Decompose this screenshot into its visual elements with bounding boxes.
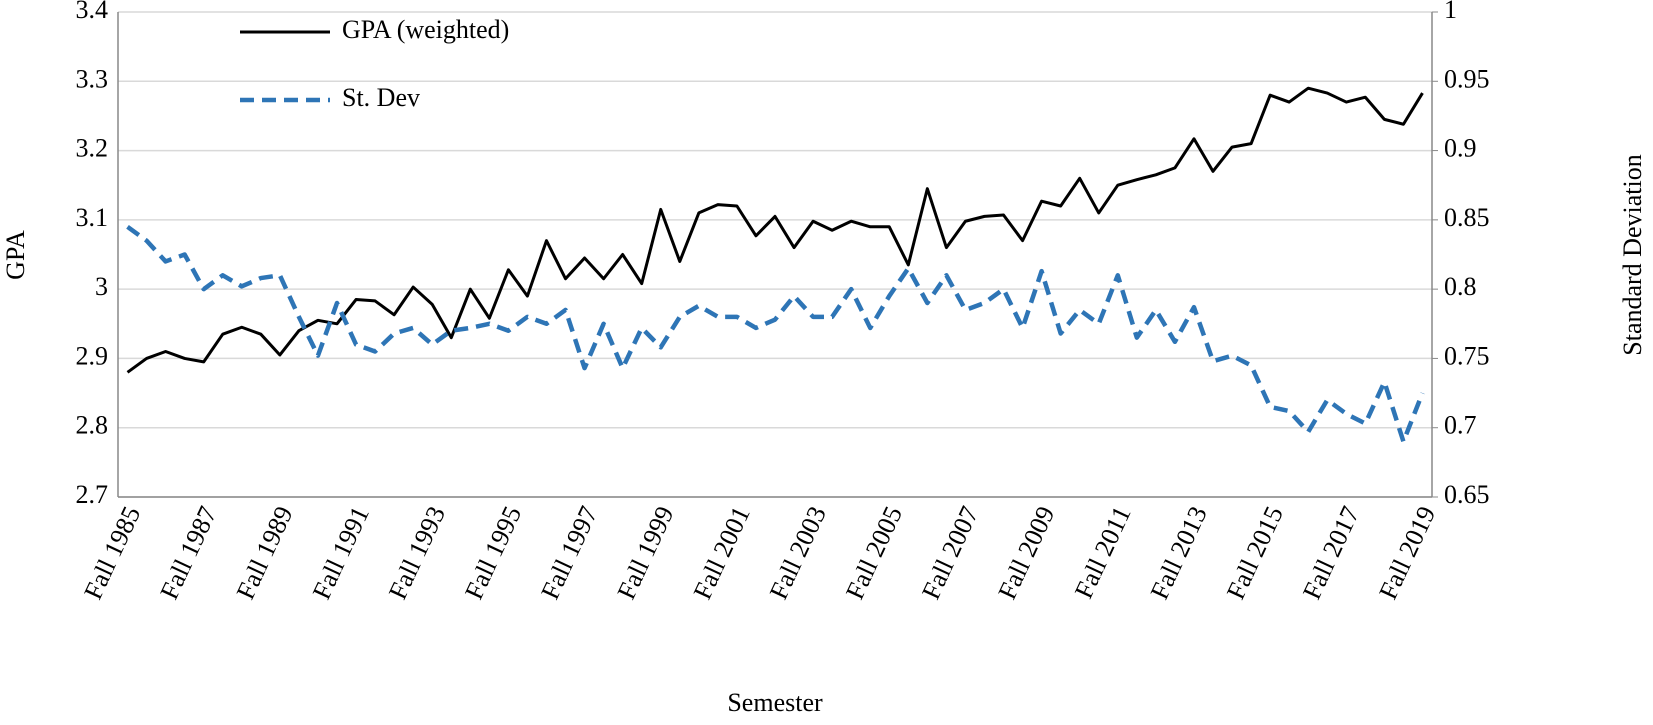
y-tick-label: 3 bbox=[95, 272, 108, 301]
x-tick-label: Fall 2015 bbox=[1221, 502, 1289, 604]
y-tick-label: 3.1 bbox=[76, 203, 109, 232]
x-tick-label: Fall 2011 bbox=[1069, 502, 1137, 603]
x-tick-label: Fall 1985 bbox=[78, 502, 146, 604]
x-tick-label: Fall 1995 bbox=[459, 502, 527, 604]
y2-axis-title: Standard Deviation bbox=[1618, 154, 1647, 355]
y2-tick-label: 0.65 bbox=[1444, 480, 1490, 509]
y2-tick-label: 0.75 bbox=[1444, 341, 1490, 370]
x-tick-label: Fall 2019 bbox=[1373, 502, 1441, 604]
y2-tick-label: 0.95 bbox=[1444, 64, 1490, 93]
y2-tick-label: 0.7 bbox=[1444, 411, 1477, 440]
x-tick-label: Fall 2013 bbox=[1145, 502, 1213, 604]
x-axis-title: Semester bbox=[727, 688, 823, 717]
y-tick-label: 2.9 bbox=[76, 341, 109, 370]
y2-tick-label: 0.8 bbox=[1444, 272, 1477, 301]
y-tick-label: 2.7 bbox=[76, 480, 109, 509]
x-tick-label: Fall 2003 bbox=[764, 502, 832, 604]
y-tick-label: 2.8 bbox=[76, 411, 109, 440]
x-tick-label: Fall 1999 bbox=[611, 502, 679, 604]
legend-label: GPA (weighted) bbox=[342, 15, 509, 44]
series-line bbox=[126, 86, 1424, 374]
x-tick-label: Fall 1993 bbox=[383, 502, 451, 604]
y-tick-label: 3.3 bbox=[76, 64, 109, 93]
x-tick-label: Fall 1997 bbox=[535, 502, 603, 604]
x-tick-label: Fall 2001 bbox=[688, 502, 756, 604]
x-tick-label: Fall 2009 bbox=[992, 502, 1060, 604]
x-tick-label: Fall 1987 bbox=[154, 502, 222, 604]
legend-label: St. Dev bbox=[342, 83, 420, 112]
y2-tick-label: 0.85 bbox=[1444, 203, 1490, 232]
y-tick-label: 3.4 bbox=[76, 0, 109, 24]
y2-tick-label: 1 bbox=[1444, 0, 1457, 24]
x-tick-label: Fall 1989 bbox=[231, 502, 299, 604]
y2-tick-label: 0.9 bbox=[1444, 134, 1477, 163]
series-line bbox=[126, 224, 1425, 444]
x-tick-label: Fall 1991 bbox=[307, 502, 375, 604]
x-tick-label: Fall 2007 bbox=[916, 502, 984, 604]
y-axis-title: GPA bbox=[1, 230, 30, 280]
y-tick-label: 3.2 bbox=[76, 134, 109, 163]
x-tick-label: Fall 2005 bbox=[840, 502, 908, 604]
x-tick-label: Fall 2017 bbox=[1297, 502, 1365, 604]
